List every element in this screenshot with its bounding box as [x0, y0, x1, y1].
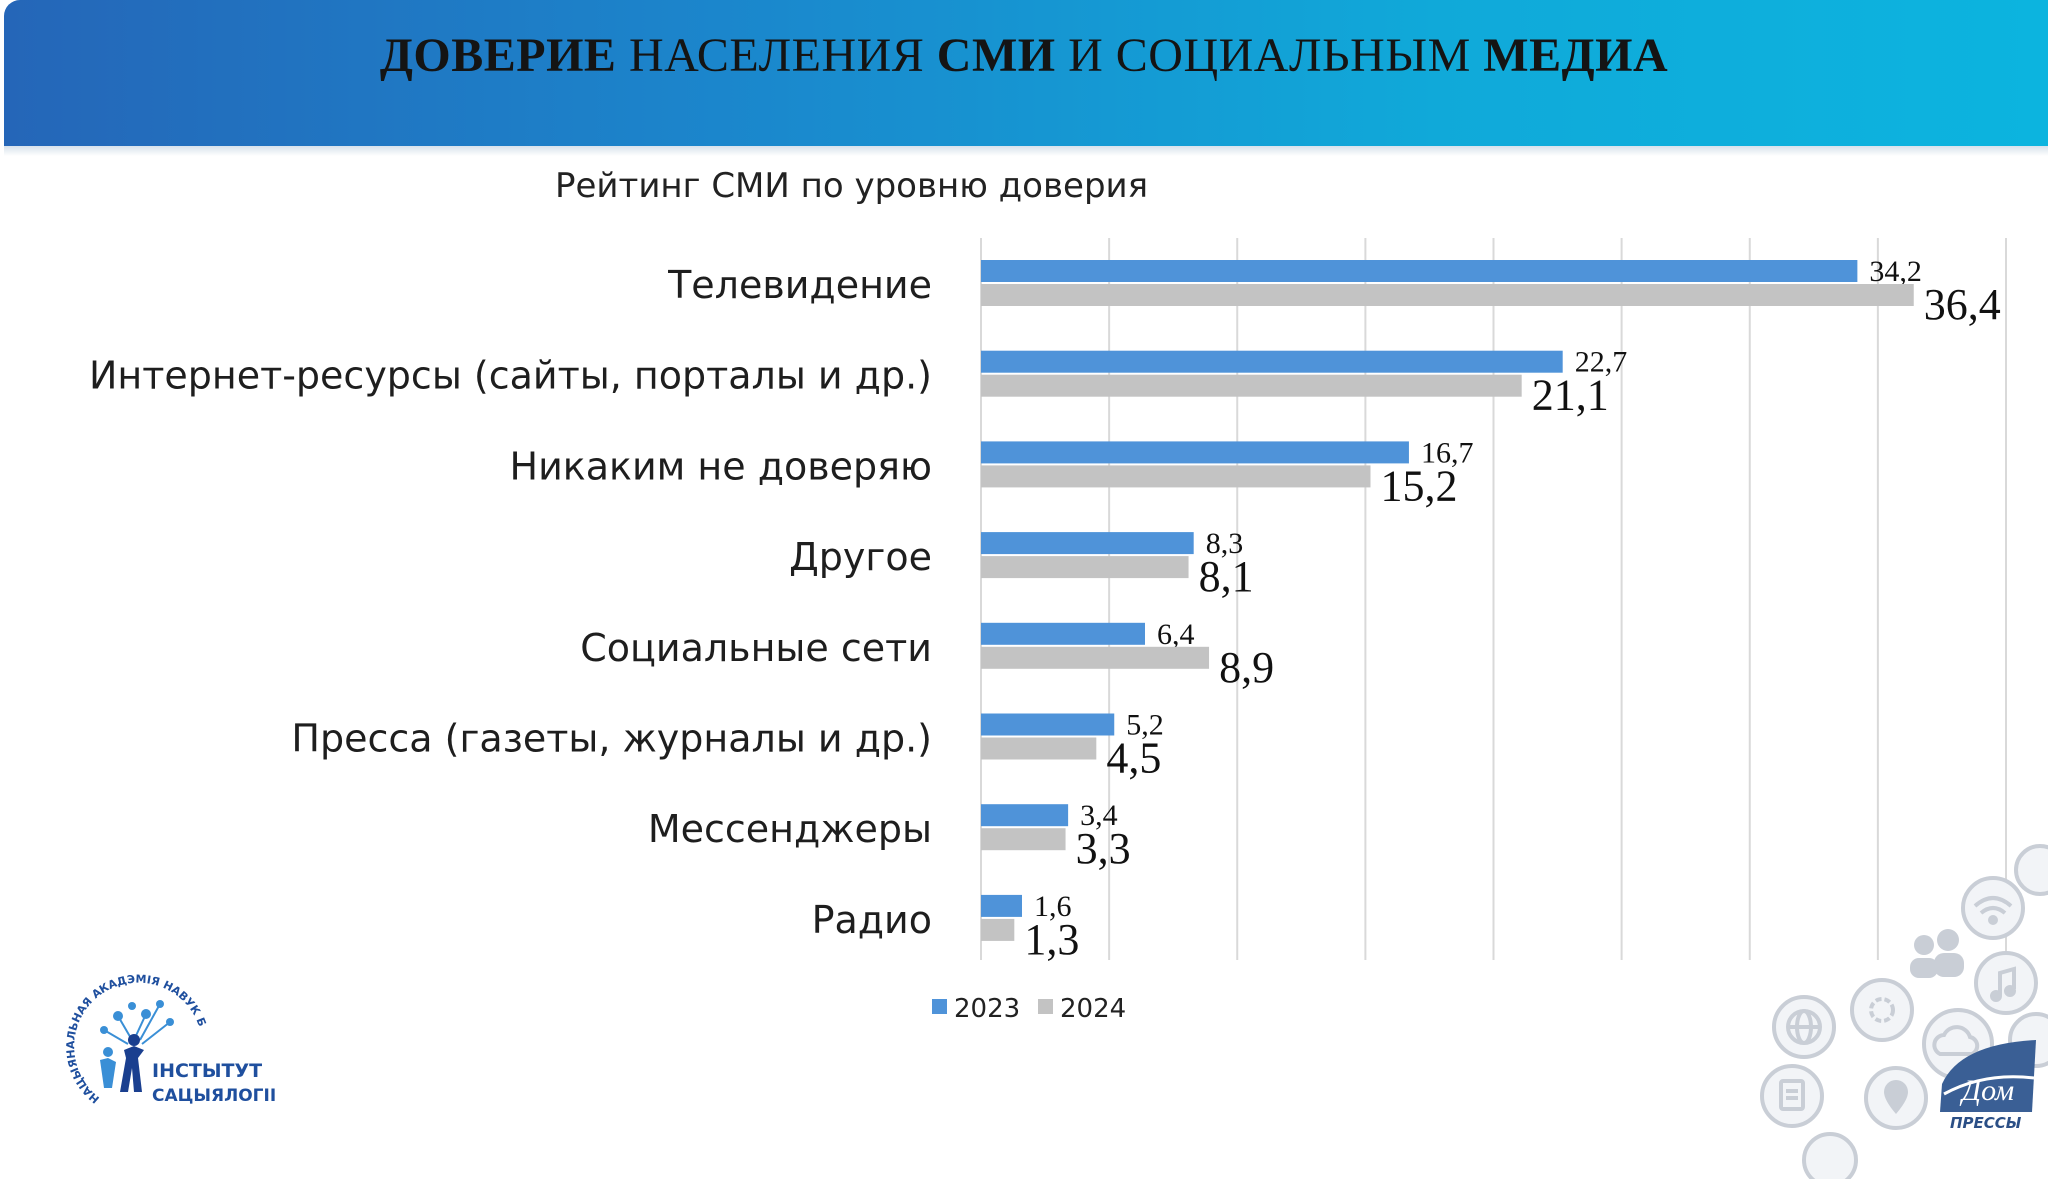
- category-label: Никаким не доверяю: [510, 444, 932, 488]
- data-label-2023: 6,4: [1157, 618, 1195, 651]
- data-label-2024: 8,9: [1219, 643, 1274, 692]
- svg-text:НАЦЫЯНАЛЬНАЯ АКАДЭМІЯ НАВУК БЕ: НАЦЫЯНАЛЬНАЯ АКАДЭМІЯ НАВУК БЕЛАРУСІ: [0, 0, 209, 1106]
- chart-legend: 2023 2024: [932, 994, 1126, 1024]
- bar-2024: [981, 374, 1522, 397]
- data-label-2023: 16,7: [1421, 436, 1474, 469]
- data-label-2023: 5,2: [1126, 709, 1164, 742]
- legend-label-2023: 2023: [954, 994, 1020, 1024]
- category-label: Радио: [812, 898, 932, 942]
- category-label: Другое: [789, 535, 932, 579]
- page-title-part-1: ДОВЕРИЕ: [379, 29, 617, 82]
- bar-2023: [981, 441, 1409, 464]
- wifi-icon: [1961, 876, 2025, 940]
- institute-logo-ring-text: НАЦЫЯНАЛЬНАЯ АКАДЭМІЯ НАВУК БЕЛАРУСІ: [0, 0, 209, 1106]
- bar-2023: [981, 350, 1563, 373]
- tree-people-icon: [100, 1000, 174, 1092]
- page-title-part-5: МЕДИА: [1483, 29, 1669, 82]
- category-label: Мессенджеры: [648, 807, 932, 851]
- location-pin-icon: [1864, 1066, 1928, 1130]
- category-label: Социальные сети: [580, 626, 932, 670]
- data-label-2024: 4,5: [1106, 734, 1161, 783]
- header-banner: [4, 0, 2048, 146]
- page-title-part-4: И СОЦИАЛЬНЫМ: [1055, 29, 1484, 82]
- bar-2023: [981, 894, 1022, 917]
- page-title-part-3: СМИ: [936, 29, 1056, 82]
- bar-2023: [981, 622, 1145, 645]
- data-label-2024: 3,3: [1076, 824, 1131, 873]
- institute-logo-line-1: ІНСТЫТУТ: [152, 1060, 262, 1082]
- press-house-logo: Дом ПРЕССЫ: [1940, 1040, 2036, 1132]
- music-icon: [1974, 951, 2038, 1015]
- data-label-2024: 36,4: [1924, 280, 2001, 329]
- legend-swatch-2024: [1038, 999, 1053, 1014]
- legend-label-2024: 2024: [1060, 994, 1126, 1024]
- category-label: Телевидение: [667, 263, 932, 307]
- header-banner-shadow: [4, 146, 2048, 156]
- page-title-part-2: НАСЕЛЕНИЯ: [616, 29, 937, 82]
- chart-bars: 34,236,4 22,721,1 16,715,2 8,38,16,4 8,9 5,24…: [981, 255, 2001, 964]
- data-label-2023: 8,3: [1206, 527, 1244, 560]
- globe-icon: [1772, 995, 1836, 1059]
- institute-logo: НАЦЫЯНАЛЬНАЯ АКАДЭМІЯ НАВУК БЕЛАРУСІ ІНС…: [0, 0, 276, 1106]
- data-label-2023: 22,7: [1575, 346, 1628, 379]
- legend-swatch-2023: [932, 999, 947, 1014]
- people-icon: [1910, 929, 1964, 978]
- press-house-logo-mark: Дом: [1959, 1074, 2014, 1107]
- chart-gridlines: [980, 238, 2007, 960]
- bar-2023: [981, 713, 1115, 736]
- data-label-2024: 8,1: [1199, 552, 1254, 601]
- bar-2023: [981, 532, 1194, 555]
- data-label-2024: 1,3: [1024, 915, 1079, 964]
- bar-2023: [981, 260, 1858, 282]
- bar-2024: [981, 646, 1210, 669]
- bar-2024: [981, 465, 1371, 488]
- bar-2024: [981, 828, 1066, 851]
- institute-logo-line-2: САЦЫЯЛОГІІ: [152, 1086, 276, 1106]
- page-title: ДОВЕРИЕ НАСЕЛЕНИЯ СМИ И СОЦИАЛЬНЫМ МЕДИА: [0, 28, 2048, 83]
- bar-2024: [981, 737, 1097, 760]
- data-label-2023: 3,4: [1080, 799, 1118, 832]
- data-label-2024: 21,1: [1532, 371, 1609, 420]
- category-label: Пресса (газеты, журналы и др.): [291, 717, 932, 761]
- category-label: Интернет-ресурсы (сайты, порталы и др.): [89, 354, 932, 398]
- bar-2023: [981, 804, 1069, 827]
- data-label-2023: 1,6: [1034, 890, 1072, 923]
- data-label-2024: 15,2: [1381, 461, 1458, 510]
- chart-category-labels: Телевидение Интернет-ресурсы (сайты, порт…: [89, 263, 932, 942]
- gear-icon: [1850, 978, 1914, 1042]
- press-house-logo-caption: ПРЕССЫ: [1950, 1114, 2022, 1132]
- document-icon: [1760, 1064, 1824, 1128]
- bar-2024: [981, 556, 1189, 579]
- bar-2024: [981, 918, 1015, 941]
- data-label-2023: 34,2: [1869, 255, 1922, 288]
- chart-title: Рейтинг СМИ по уровню доверия: [555, 166, 1148, 206]
- bar-2024: [981, 284, 1914, 306]
